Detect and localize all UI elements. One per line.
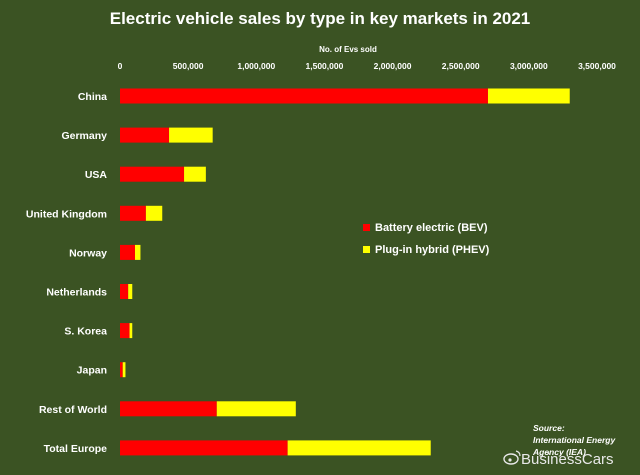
legend-swatch (363, 224, 370, 231)
bar-bev (120, 244, 135, 260)
bar-phev (184, 166, 206, 182)
x-tick-label: 0 (118, 61, 123, 71)
bar-phev (287, 440, 431, 456)
bar-phev (122, 362, 126, 378)
bar-phev (134, 244, 141, 260)
legend: Battery electric (BEV) Plug-in hybrid (PH… (363, 222, 490, 256)
legend-swatch (363, 246, 370, 253)
x-axis-ticks: 0 500,000 1,000,000 1,500,000 2,000,000 2,500… (118, 61, 617, 71)
category-label: Japan (77, 365, 107, 377)
category-label: Netherlands (46, 287, 107, 299)
bar-group (120, 88, 570, 456)
bar-phev (145, 205, 163, 221)
x-tick-label: 1,000,000 (237, 61, 275, 71)
category-label: Rest of World (39, 404, 107, 416)
category-labels: China Germany USA United Kingdom Norway Nethe… (26, 91, 107, 455)
bar-phev (128, 284, 133, 299)
category-label: United Kingdom (26, 208, 107, 220)
watermark-text: BusinessCars (521, 451, 614, 468)
category-label: Norway (69, 247, 107, 259)
category-label: S. Korea (64, 326, 107, 338)
chart-title: Electric vehicle sales by type in key ma… (110, 9, 531, 28)
bar-bev (120, 166, 185, 182)
category-label: USA (85, 169, 108, 181)
x-tick-label: 3,500,000 (578, 61, 616, 71)
source-note: Source: International Energy Agency (IEA… (532, 423, 616, 457)
bar-bev (120, 323, 130, 339)
weibo-icon (503, 450, 521, 465)
bar-bev (120, 440, 288, 456)
bar-bev (120, 127, 170, 143)
bar-bev (120, 284, 129, 299)
bar-bev (120, 401, 217, 417)
x-tick-label: 1,500,000 (306, 61, 344, 71)
legend-label: Battery electric (BEV) (375, 222, 488, 234)
x-tick-label: 3,000,000 (510, 61, 548, 71)
category-label: Total Europe (44, 443, 108, 455)
x-tick-label: 2,500,000 (442, 61, 480, 71)
x-tick-label: 500,000 (173, 61, 204, 71)
bar-bev (120, 88, 488, 104)
source-line-3: Agency (IEA) (532, 447, 586, 457)
x-axis-title: No. of Evs sold (319, 45, 377, 54)
category-label: China (78, 91, 107, 103)
x-tick-label: 2,000,000 (374, 61, 412, 71)
source-line-1: Source: (533, 423, 565, 433)
bar-phev (169, 127, 213, 143)
bar-phev (487, 88, 570, 104)
category-label: Germany (61, 130, 107, 142)
bar-phev (129, 323, 133, 339)
watermark: BusinessCars (503, 450, 614, 468)
bar-phev (216, 401, 296, 417)
legend-label: Plug-in hybrid (PHEV) (375, 244, 490, 256)
source-line-2: International Energy (533, 435, 616, 445)
bar-bev (120, 205, 146, 221)
bar-bev (120, 362, 123, 378)
